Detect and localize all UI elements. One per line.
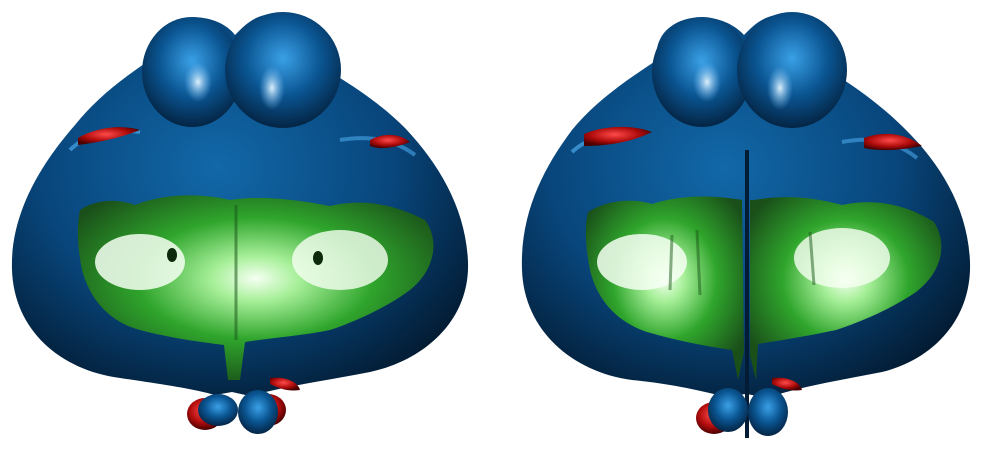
specular-highlight	[292, 230, 388, 290]
panel-left	[11, 12, 469, 434]
green-surface-hole	[167, 248, 177, 262]
specular-highlight	[184, 62, 212, 102]
panel-right	[492, 0, 984, 456]
red-surface-patch	[370, 134, 410, 149]
red-surface-patch	[270, 377, 300, 391]
specular-highlight	[767, 66, 793, 110]
green-surface-hole	[313, 251, 323, 265]
blue-top-lobe-right	[225, 12, 341, 128]
left-isosurface-render	[11, 12, 469, 434]
blue-surface-bottom-lobe	[748, 388, 788, 436]
specular-highlight	[794, 228, 890, 288]
specular-highlight	[259, 66, 285, 110]
blue-top-lobe-right	[737, 12, 847, 128]
red-surface-patch	[78, 127, 140, 145]
green-surface-fold	[668, 229, 816, 296]
specular-highlight	[597, 234, 687, 290]
red-surface-patch	[584, 126, 652, 146]
green-surface-right-half	[750, 197, 942, 380]
blue-surface-bottom-lobe	[708, 388, 748, 432]
red-surface-patch	[772, 377, 802, 391]
specular-highlight	[693, 62, 721, 102]
red-surface-patch	[864, 133, 922, 151]
specular-highlight	[95, 234, 185, 290]
blue-surface-bottom-lobe	[238, 390, 278, 434]
right-isosurface-render	[521, 12, 971, 438]
blue-surface-bottom-lobe	[198, 394, 238, 426]
